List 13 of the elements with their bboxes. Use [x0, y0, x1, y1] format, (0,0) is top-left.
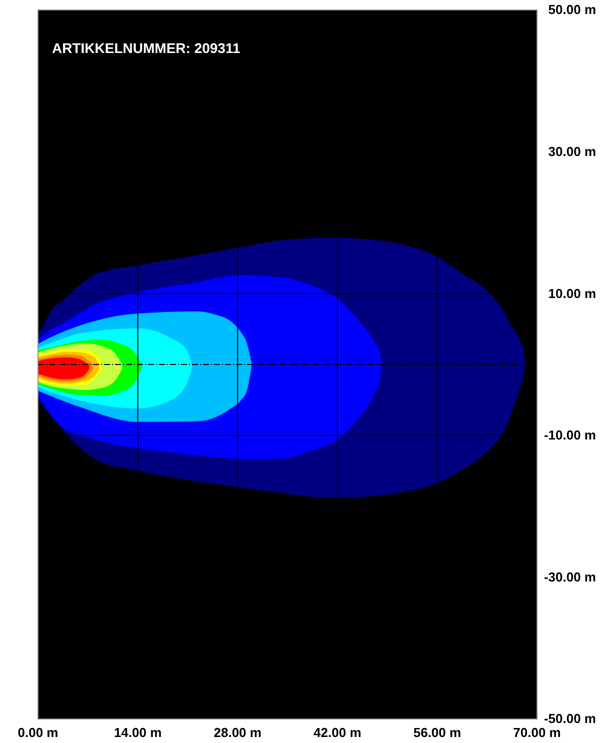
y-tick-label: 30.00 m: [548, 144, 596, 159]
x-tick-label: 56.00 m: [413, 725, 462, 740]
x-tick-label: 0.00 m: [18, 725, 58, 740]
y-tick-label: -50.00 m: [544, 711, 596, 726]
y-tick-label: 50.00 m: [548, 2, 596, 18]
x-tick-label: 42.00 m: [314, 725, 362, 740]
x-tick-label: 14.00 m: [114, 725, 162, 740]
x-tick-label: 28.00 m: [214, 725, 262, 740]
text: ARTIKKELNUMMER: 209311: [52, 40, 240, 56]
y-tick-label: -10.00 m: [544, 428, 596, 443]
x-tick-label: 70.00 m: [513, 725, 561, 740]
y-tick-label: 10.00 m: [548, 286, 596, 301]
y-tick-label: -30.00 m: [544, 569, 596, 584]
